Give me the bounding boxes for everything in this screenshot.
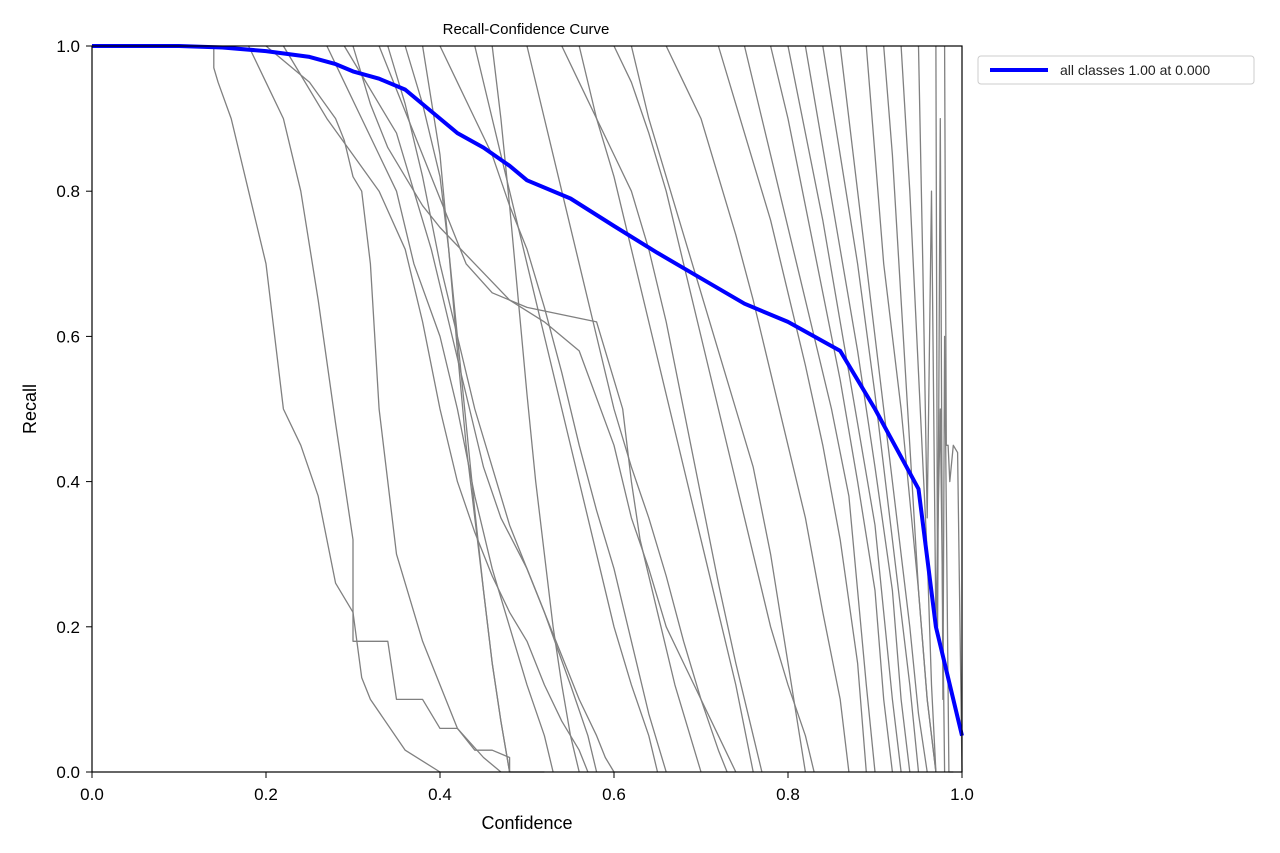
x-tick-label: 1.0 [950,785,974,804]
legend-box [977,55,1255,85]
series-class-line-17 [578,45,754,773]
x-axis-label: Confidence [481,813,572,833]
x-tick-label: 0.8 [776,785,800,804]
chart-title: Recall-Confidence Curve [443,21,610,38]
series-class-line-12 [439,45,667,773]
series-class-line-14 [491,45,580,773]
series-class-line-27 [839,45,928,773]
x-tick-label: 0.0 [80,785,104,804]
series-class-line-29 [883,45,937,773]
x-tick-label: 0.6 [602,785,626,804]
series-class-line-20 [665,45,850,773]
series-class-line-11 [421,45,511,773]
plot-frame [91,45,963,773]
y-tick-label: 0.8 [56,182,80,201]
y-axis-ticks: 0.0 0.2 0.4 0.6 0.8 1.0 [56,37,92,782]
series-all-classes-line [92,44,964,737]
series-class-line-8 [378,45,702,773]
series-class-line-15 [526,45,728,773]
x-tick-label: 0.2 [254,785,278,804]
series-class-line-5 [326,45,554,773]
series-class-line-31 [917,45,946,773]
series-class-line-23 [769,45,894,773]
series-class-line-1 [213,46,441,773]
x-tick-label: 0.4 [428,785,452,804]
series-class-line-6 [343,45,598,773]
legend: all classes 1.00 at 0.000 [977,55,1255,85]
y-tick-label: 0.6 [56,327,80,346]
y-tick-label: 1.0 [56,37,80,56]
y-axis-label: Recall [20,384,40,434]
series-class-line-4 [282,45,589,773]
series-class-line-26 [822,45,920,773]
series-class-line-2 [248,45,545,773]
series-class-line-30 [900,45,937,773]
y-tick-label: 0.0 [56,763,80,782]
series-class-line-25 [804,45,911,773]
series-class-line-19 [630,45,807,773]
series-class-line-9 [387,45,615,773]
y-tick-label: 0.2 [56,618,80,637]
legend-label-all-classes: all classes 1.00 at 0.000 [1060,62,1210,78]
series-class-line-24 [787,45,902,773]
series-class-line-3 [265,45,502,773]
series-class-line-22 [743,45,876,773]
series-class-line-7 [352,45,737,773]
series-class-line-18 [613,45,815,773]
series-class-line-33 [943,45,963,773]
y-tick-label: 0.4 [56,473,80,492]
x-axis-ticks: 0.0 0.2 0.4 0.6 0.8 1.0 [80,772,974,804]
curves-group [92,44,964,773]
series-class-line-21 [717,45,867,773]
